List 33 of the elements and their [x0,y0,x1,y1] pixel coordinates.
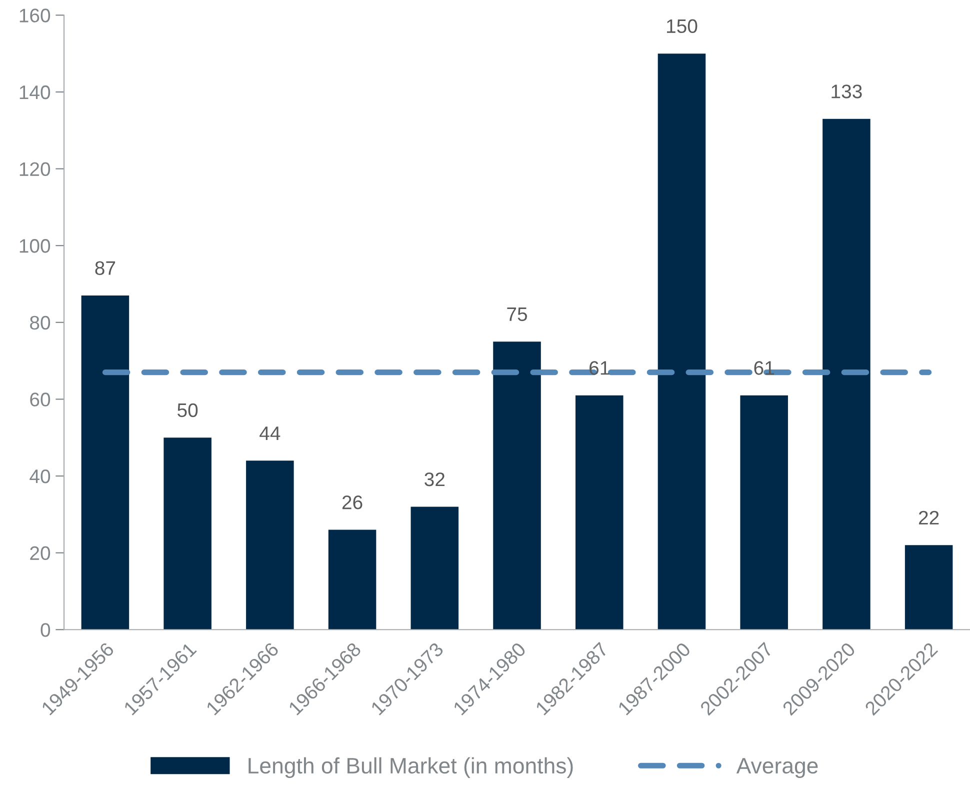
bar [658,54,706,630]
y-tick-label: 40 [30,469,50,484]
bar [81,296,130,630]
bar [740,395,788,630]
y-tick-label: 140 [20,85,50,100]
data-label: 32 [424,472,444,486]
bar [328,530,376,630]
y-tick-label: 0 [40,623,50,637]
bar [904,545,953,630]
data-label: 87 [95,261,116,275]
data-label: 133 [832,84,862,98]
bar [493,342,541,630]
data-label: 50 [178,403,198,418]
bar [246,460,294,630]
bar [575,395,624,630]
legend-label: Average [736,758,818,778]
y-tick-label: 160 [20,8,50,22]
legend-label: Length of Bull Market (in months) [248,757,573,778]
data-label: 150 [666,19,698,34]
y-tick-label: 20 [30,546,50,560]
data-label: 61 [754,361,774,375]
bar [410,506,459,630]
data-label: 61 [590,361,610,375]
y-tick-label: 80 [30,316,50,330]
data-label: 44 [260,426,280,440]
y-tick-label: 120 [20,162,50,176]
y-tick-label: 60 [30,392,50,406]
data-label: 26 [342,495,362,510]
data-label: 75 [507,308,528,322]
data-label: 22 [918,510,939,524]
bar [164,438,212,630]
y-tick-label: 100 [20,239,50,253]
bar [822,118,870,630]
